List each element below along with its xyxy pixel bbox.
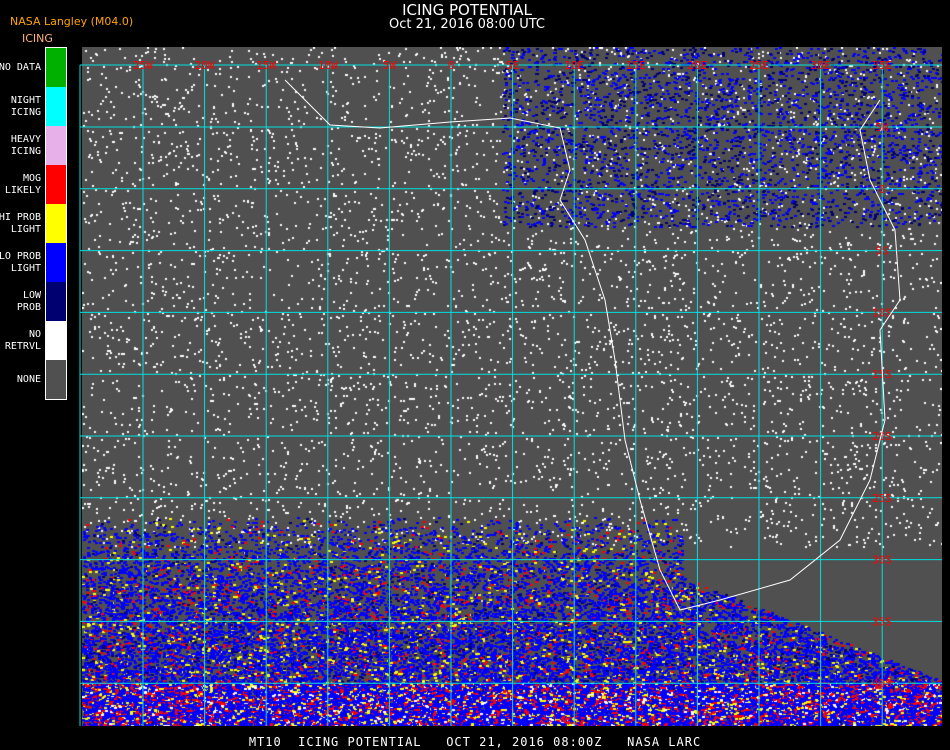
legend-swatch [46, 321, 66, 360]
longitude-label: 10W [318, 59, 338, 72]
longitude-label: 25W [133, 59, 153, 72]
longitude-label: 25E [749, 59, 769, 72]
latitude-label: 20S [872, 430, 892, 443]
longitude-label: 5E [506, 59, 519, 72]
legend-label: NONE [16, 373, 41, 385]
icing-field-overlay [82, 47, 942, 726]
coastline [284, 79, 901, 611]
longitude-label: 30E [811, 59, 831, 72]
latitude-label: 0 [879, 183, 886, 196]
longitude-label: 0 [448, 59, 455, 72]
color-legend [45, 47, 67, 400]
legend-swatch [46, 360, 66, 399]
legend-label: LO PROB LIGHT [0, 250, 41, 274]
producer-label: NASA Langley (M04.0) [10, 15, 134, 28]
latitude-label: 35S [872, 615, 892, 628]
legend-label: LOW PROB [16, 289, 41, 313]
latitude-label: 30S [872, 554, 892, 567]
longitude-label: 20E [687, 59, 707, 72]
legend-swatch [46, 243, 66, 282]
legend-label: MOG LIKELY [4, 172, 41, 196]
legend-label: HEAVY ICING [10, 133, 41, 157]
longitude-label: 35E [872, 59, 892, 72]
legend-swatch [46, 165, 66, 204]
longitude-label: 5W [383, 59, 397, 72]
legend-label: NO RETRVL [4, 328, 41, 352]
longitude-label: 20W [195, 59, 215, 72]
longitude-label: 15W [256, 59, 276, 72]
latitude-label: 40S [872, 677, 892, 690]
image-timestamp: Oct 21, 2016 08:00 UTC [389, 17, 545, 32]
image-title: ICING POTENTIAL [402, 1, 532, 19]
latitude-label: 5N [875, 121, 888, 134]
longitude-label: 15E [626, 59, 646, 72]
legend-label: NIGHT ICING [10, 94, 41, 118]
footer-caption: MT10 ICING POTENTIAL OCT 21, 2016 08:00Z… [248, 735, 702, 749]
latitude-label: 5S [875, 245, 888, 258]
product-label: ICING [22, 32, 53, 45]
latitude-label: 25S [872, 492, 892, 505]
legend-swatch [46, 126, 66, 165]
legend-swatch [46, 87, 66, 126]
legend-swatch [46, 282, 66, 321]
legend-swatch [46, 204, 66, 243]
legend-label: HI PROB LIGHT [0, 211, 41, 235]
legend-label: NO DATA [0, 61, 41, 73]
legend-swatch [46, 48, 66, 87]
longitude-label: 10E [564, 59, 584, 72]
latitude-label: 10S [872, 306, 892, 319]
